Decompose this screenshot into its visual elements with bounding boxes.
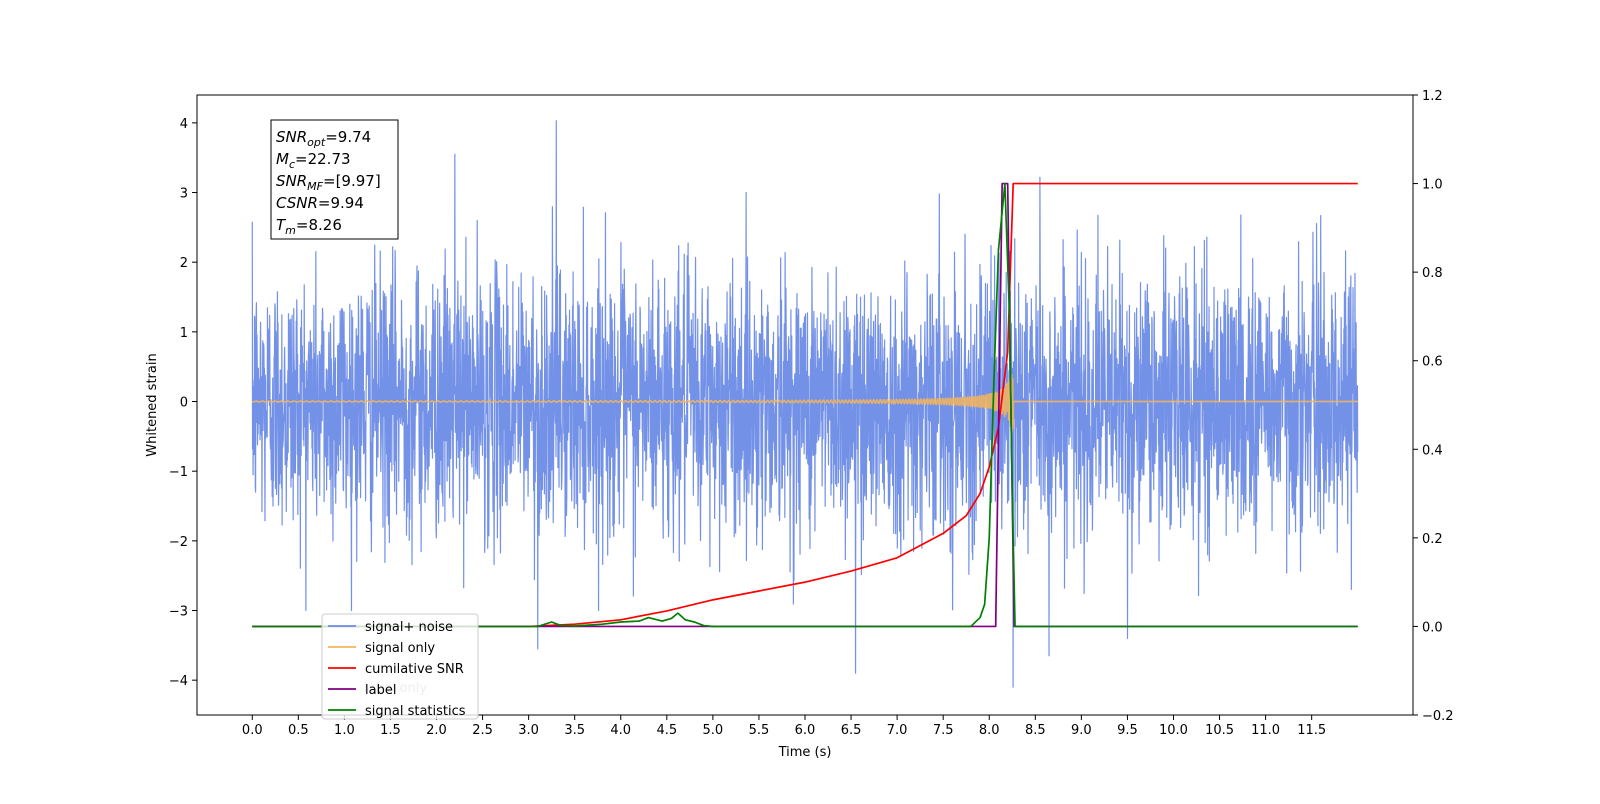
x-tick-label: 9.0 [1071, 723, 1092, 738]
y-tick-label: 0 [180, 396, 188, 411]
x-tick-label: 3.0 [518, 723, 539, 738]
x-tick-label: 11.5 [1297, 723, 1326, 738]
x-tick-label: 3.5 [564, 723, 585, 738]
info-row-sub: opt [307, 136, 326, 149]
x-tick-label: 4.0 [610, 723, 631, 738]
info-row: CSNR=9.94 [276, 194, 364, 212]
y-tick-label: −3 [169, 605, 188, 620]
info-row-value: =9.74 [325, 128, 371, 146]
info-row-base: M [276, 150, 289, 168]
y2-tick-label: 0.6 [1422, 355, 1443, 370]
legend-label: signal+ noise [365, 620, 453, 635]
info-row-value: =9.94 [318, 194, 364, 212]
x-tick-label: 0.5 [288, 723, 309, 738]
info-row: SNRopt=9.74 [276, 128, 371, 149]
x-tick-label: 4.5 [656, 723, 677, 738]
y2-tick-label: −0.2 [1422, 709, 1454, 724]
x-axis-label: Time (s) [778, 745, 832, 760]
series-line-4 [252, 182, 1358, 628]
x-tick-label: 10.0 [1159, 723, 1188, 738]
info-row-value: =22.73 [295, 150, 351, 168]
x-tick-label: 9.5 [1117, 723, 1138, 738]
series-line-2 [252, 182, 1358, 628]
x-tick-label: 0.0 [242, 723, 263, 738]
y2-tick-label: 0.0 [1422, 620, 1443, 635]
y2-tick-label: 1.0 [1422, 178, 1443, 193]
legend-box [321, 613, 479, 720]
y-tick-label: 3 [180, 187, 188, 202]
y-tick-label: −2 [169, 535, 188, 550]
legend-label: signal only [365, 641, 435, 656]
x-tick-label: 1.5 [380, 723, 401, 738]
info-row-sub: c [289, 158, 295, 171]
info-row: Mc=22.73 [276, 150, 351, 171]
x-tick-label: 1.0 [334, 723, 355, 738]
info-row-value: =[9.97] [323, 172, 381, 190]
info-row-sub: MF [307, 180, 323, 193]
info-box: SNRopt=9.74Mc=22.73SNRMF=[9.97]CSNR=9.94… [270, 119, 399, 240]
legend-label: signal statistics [365, 704, 466, 719]
x-tick-label: 2.0 [426, 723, 447, 738]
y2-tick-label: 0.8 [1422, 266, 1443, 281]
x-tick-label: 5.5 [749, 723, 770, 738]
y-tick-label: −1 [169, 465, 188, 480]
series-layer [251, 120, 1359, 688]
y-tick-label: 4 [180, 117, 188, 132]
info-row-base: CSNR [276, 194, 318, 212]
legend-label: cumilative SNR [365, 662, 464, 677]
x-tick-label: 10.5 [1205, 723, 1234, 738]
info-row-value: =8.26 [296, 216, 342, 234]
info-box-frame [270, 119, 399, 240]
y2-tick-label: 1.2 [1422, 89, 1443, 104]
x-tick-label: 7.5 [933, 723, 954, 738]
y-tick-label: −4 [169, 674, 188, 689]
y2-tick-label: 0.4 [1422, 443, 1443, 458]
x-tick-label: 11.0 [1251, 723, 1280, 738]
legend-label: label [365, 683, 396, 698]
axes-layer: 0.0 0.5 1.0 1.5 2.0 2.5 3.0 3.5 4.0 4.5 5.0 5.5 6.0 6… [145, 89, 1454, 760]
x-tick-label: 6.0 [795, 723, 816, 738]
x-tick-label: 2.5 [472, 723, 493, 738]
info-row-base: SNR [276, 172, 307, 190]
x-tick-label: 8.0 [979, 723, 1000, 738]
series-line-1 [251, 373, 1359, 434]
y-tick-label: 2 [180, 256, 188, 271]
info-row: Tm=8.26 [276, 216, 342, 237]
info-row: SNRMF=[9.97] [276, 172, 381, 193]
info-row-sub: m [285, 224, 296, 237]
y-axis-label: Whitened strain [145, 353, 160, 456]
y2-tick-label: 0.2 [1422, 532, 1443, 547]
x-tick-label: 6.5 [841, 723, 862, 738]
info-row-base: T [276, 216, 287, 234]
x-tick-label: 8.5 [1025, 723, 1046, 738]
x-tick-label: 7.0 [887, 723, 908, 738]
series-line-0 [251, 120, 1359, 688]
y-tick-label: 1 [180, 326, 188, 341]
x-tick-label: 5.0 [703, 723, 724, 738]
info-row-base: SNR [276, 128, 307, 146]
